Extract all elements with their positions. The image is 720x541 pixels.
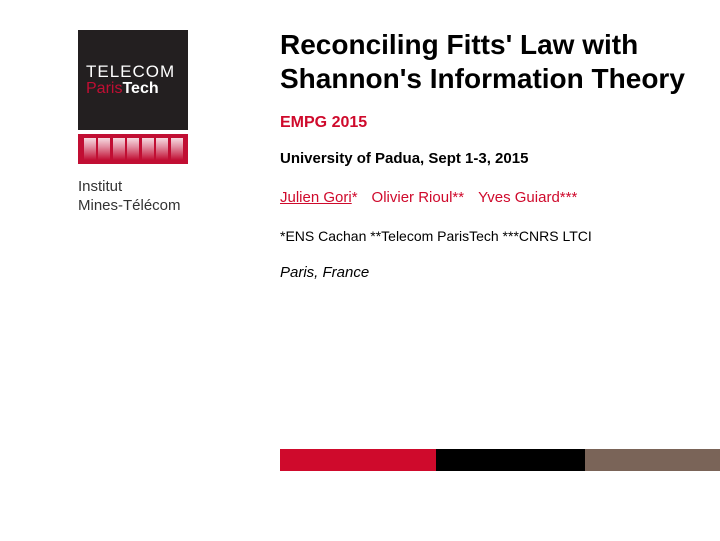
strip-icon: [156, 138, 168, 160]
stripe-red: [280, 449, 436, 471]
strip-icon: [84, 138, 96, 160]
author-primary-mark: *: [352, 189, 358, 206]
author-primary: Julien Gori: [280, 189, 352, 206]
event-name: EMPG 2015: [280, 114, 690, 132]
venue-text: University of Padua, Sept 1-3, 2015: [280, 150, 690, 167]
institute-name: Institut Mines-Télécom: [78, 178, 198, 216]
strip-icon: [171, 138, 183, 160]
logo-strip: [78, 134, 188, 164]
logo-line1: TELECOM: [86, 62, 188, 82]
strip-icon: [98, 138, 110, 160]
stripe-brown: [585, 449, 720, 471]
stripe-black: [436, 449, 585, 471]
location: Paris, France: [280, 264, 690, 281]
author-2: Olivier Rioul**: [372, 189, 465, 206]
telecom-logo: TELECOM ParisTech: [78, 30, 188, 130]
institute-line1: Institut: [78, 178, 198, 197]
affiliations: *ENS Cachan **Telecom ParisTech ***CNRS …: [280, 228, 690, 244]
logo-paris: Paris: [86, 80, 122, 97]
content-area: Reconciling Fitts' Law with Shannon's In…: [280, 28, 690, 281]
logo-tech: Tech: [122, 80, 158, 97]
author-3: Yves Guiard***: [478, 189, 577, 206]
logo-area: TELECOM ParisTech Institut Mines-Télécom: [78, 30, 198, 216]
strip-icon: [127, 138, 139, 160]
strip-icon: [113, 138, 125, 160]
slide-title: Reconciling Fitts' Law with Shannon's In…: [280, 28, 690, 96]
accent-stripe: [280, 449, 720, 471]
authors-line: Julien Gori* Olivier Rioul** Yves Guiard**…: [280, 189, 690, 206]
strip-icon: [142, 138, 154, 160]
logo-line2: ParisTech: [86, 80, 188, 98]
institute-line2: Mines-Télécom: [78, 197, 198, 216]
